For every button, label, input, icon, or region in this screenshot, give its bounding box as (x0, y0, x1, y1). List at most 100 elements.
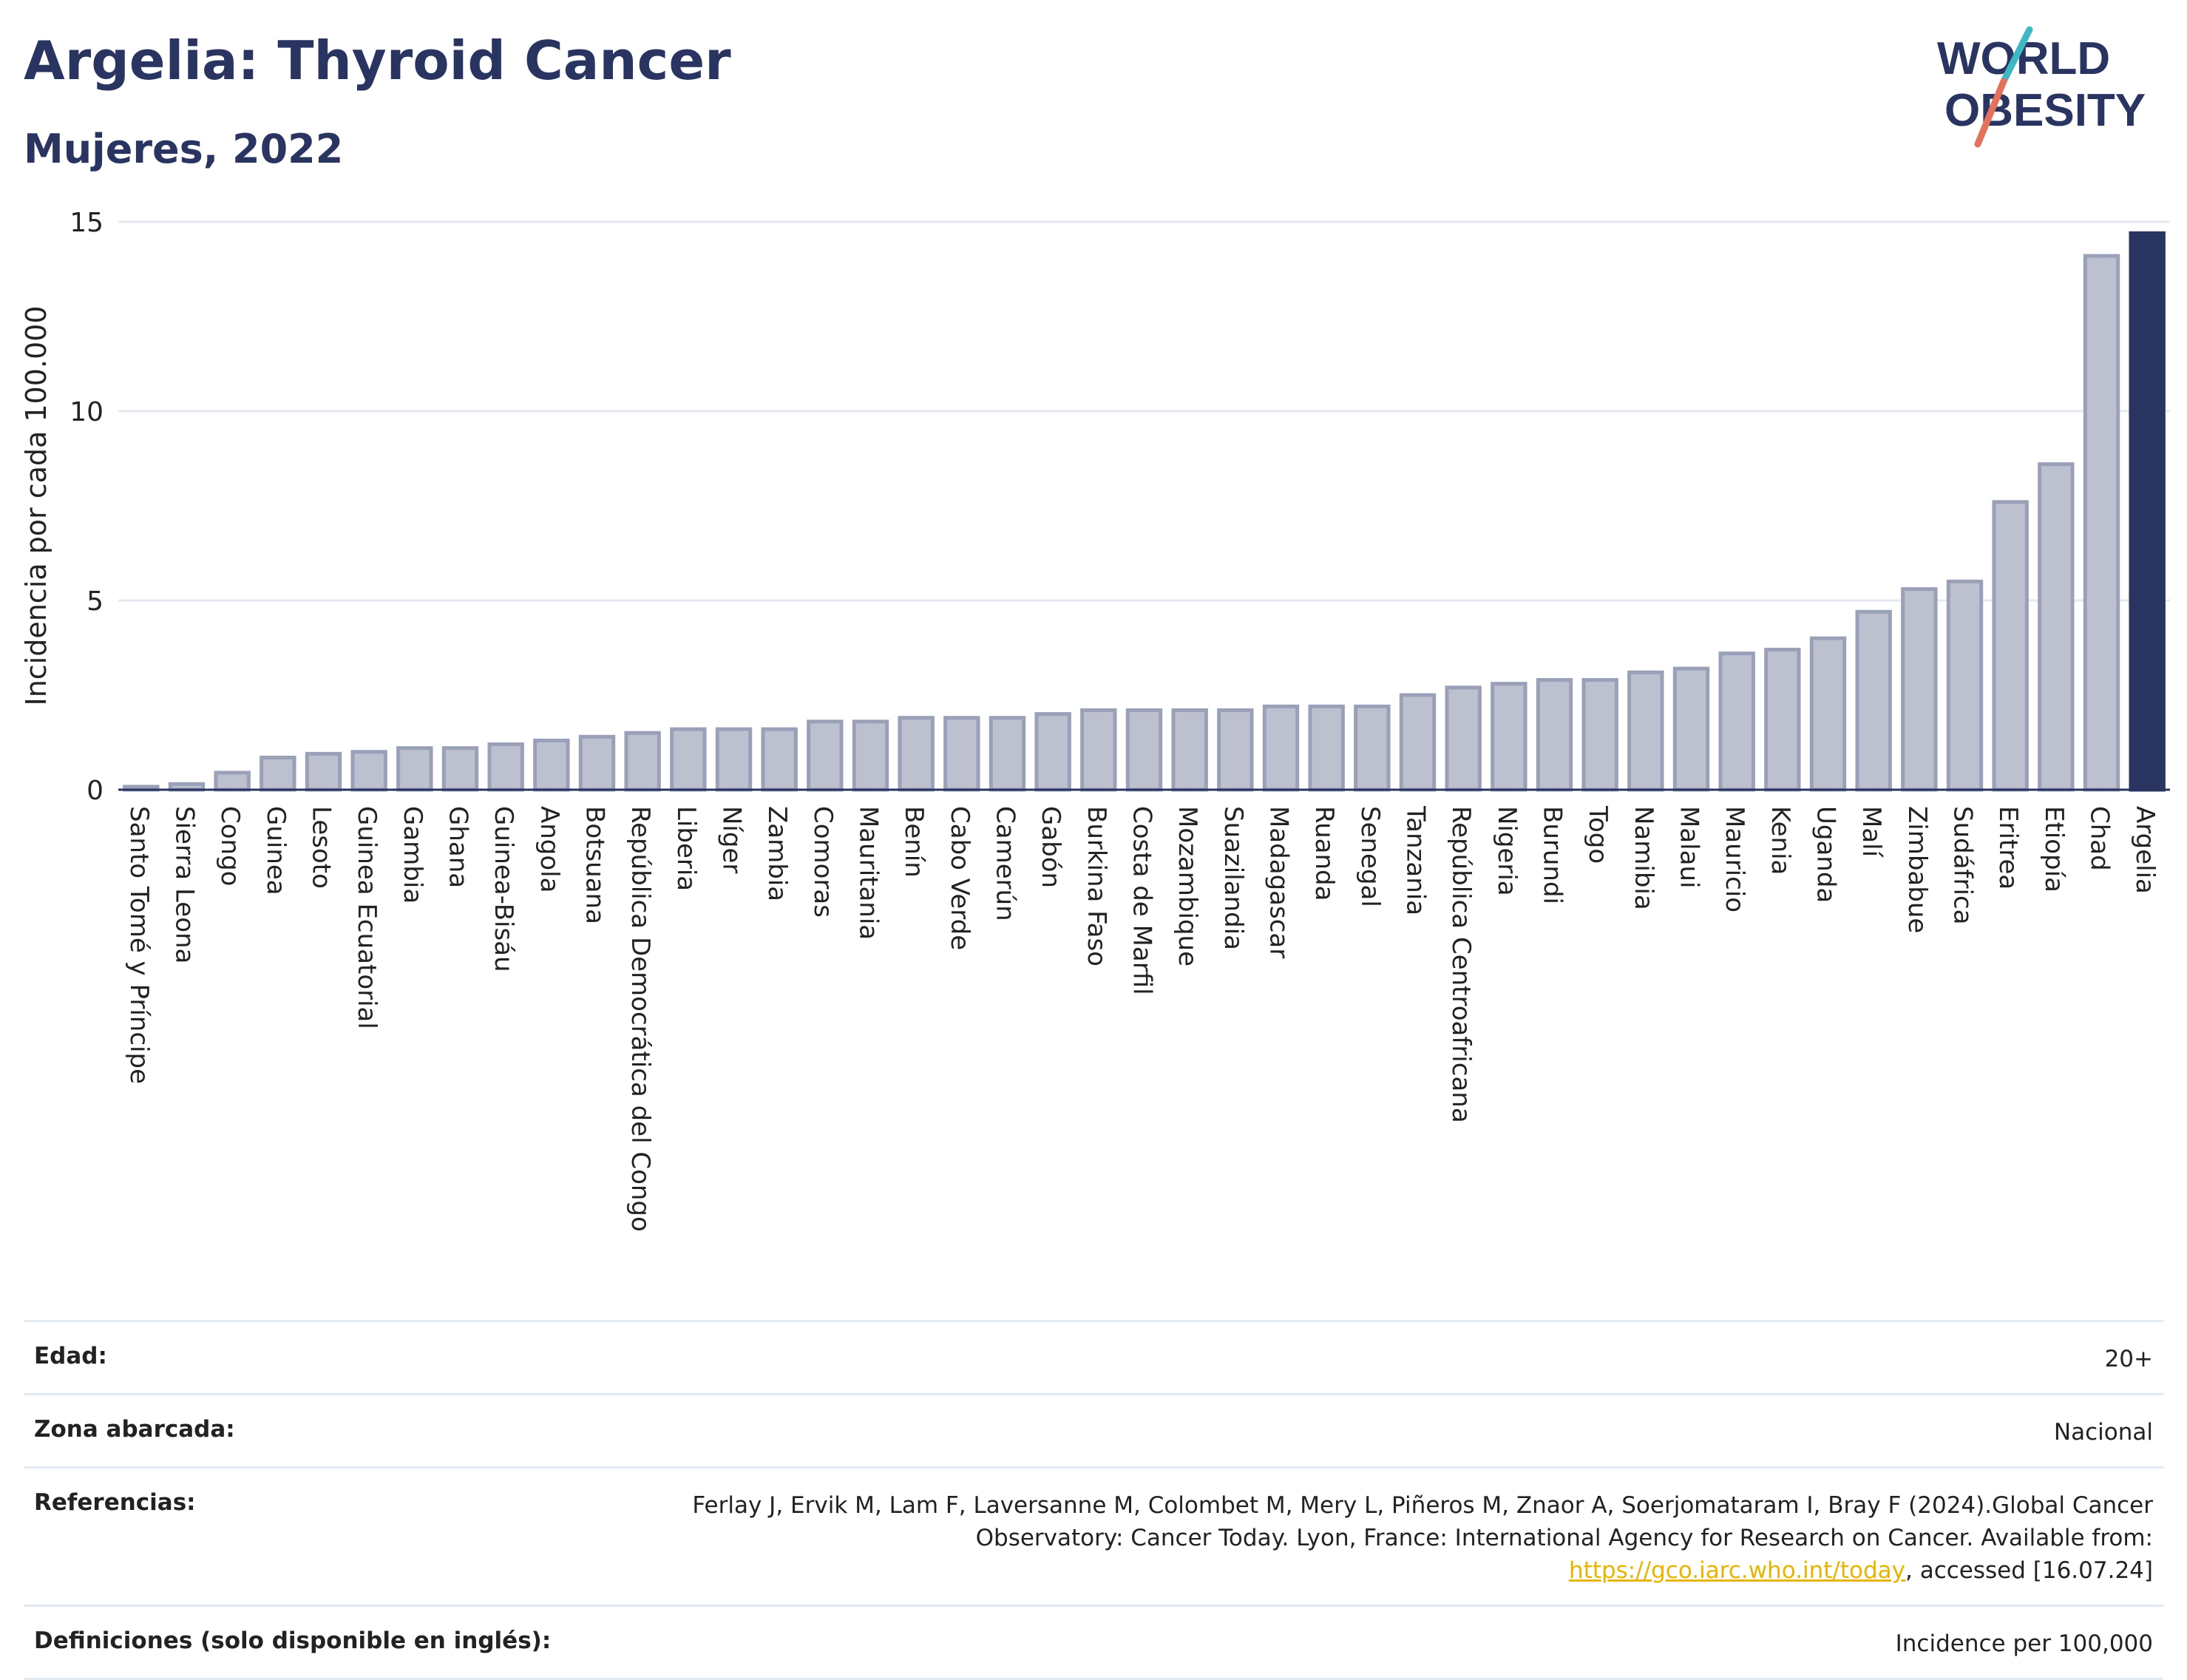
bar-angola (533, 738, 570, 792)
bar-guinea (260, 755, 296, 792)
x-tick-label: Liberia (671, 806, 701, 891)
area-value: Nacional (2053, 1419, 2153, 1446)
age-label: Edad: (34, 1343, 107, 1369)
x-tick-label: Argelia (2130, 806, 2160, 894)
bar-zambia (761, 727, 798, 792)
references-link[interactable]: https://gco.iarc.who.int/today (1569, 1557, 1905, 1584)
y-tick-label: 5 (87, 586, 104, 617)
x-tick-label: Madagascar (1264, 806, 1294, 958)
bar-ruanda (1308, 704, 1345, 792)
x-tick-label: Malí (1857, 806, 1886, 858)
x-tick-label: Zimbabue (1902, 806, 1932, 933)
x-tick-label: Togo (1583, 805, 1613, 864)
bar-etiopía (2038, 462, 2075, 792)
bars (123, 231, 2166, 792)
x-tick-label: Mozambique (1173, 806, 1202, 966)
bar-uganda (1809, 636, 1847, 792)
x-tick-label: Uganda (1811, 806, 1841, 903)
x-tick-label: Burundi (1538, 806, 1567, 904)
x-tick-label: Angola (535, 806, 564, 892)
x-tick-label: Tanzania (1401, 805, 1431, 915)
bar-chad (2083, 254, 2120, 792)
x-tick-label: Mauricio (1720, 806, 1749, 912)
area-label: Zona abarcada: (34, 1416, 235, 1443)
logo-word-2: OBESITY (1944, 85, 2146, 136)
bar-comoras (807, 719, 844, 792)
bar-costa-de-marfil (1125, 708, 1163, 792)
bar-congo (214, 770, 251, 792)
logo-slash-teal (2000, 26, 2033, 85)
x-tick-label: Eritrea (1993, 806, 2023, 890)
x-tick-label: Ghana (444, 806, 473, 888)
x-tick-label: Mauritania (854, 806, 884, 940)
bar-ghana (441, 746, 479, 792)
bar-mauricio (1718, 651, 1755, 792)
bar-benín (898, 716, 935, 792)
bar-guinea-ecuatorial (350, 750, 387, 792)
bar-república-centroafricana (1445, 685, 1482, 792)
x-tick-label: Benín (899, 806, 929, 878)
bar-zimbabue (1901, 587, 1938, 792)
meta-row-area: Zona abarcada: Nacional (24, 1393, 2163, 1466)
y-tick-label: 0 (87, 776, 104, 806)
x-tick-label: Suazilandia (1218, 806, 1248, 950)
meta-row-age: Edad: 20+ (24, 1320, 2163, 1393)
bar-república-democrática-del-congo (624, 731, 661, 792)
bar-togo (1581, 678, 1618, 792)
bar-chart: 0 5 10 15 Incidencia por cada 100.000 Santo… (20, 208, 2170, 1232)
bar-madagascar (1262, 704, 1300, 792)
meta-row-references: Referencias: Ferlay J, Ervik M, Lam F, L… (24, 1466, 2163, 1605)
definitions-value: Incidence per 100,000 (1895, 1630, 2153, 1657)
x-tick-label: Cabo Verde (945, 806, 974, 950)
bar-gabón (1034, 712, 1071, 792)
x-tick-label: Kenia (1766, 806, 1795, 875)
x-tick-label: Camerún (991, 806, 1020, 921)
x-tick-label: Comoras (808, 806, 838, 918)
bar-kenia (1764, 648, 1801, 792)
y-axis-ticks: 0 5 10 15 (69, 208, 104, 806)
bar-botsuana (578, 734, 616, 792)
bar-namibia (1627, 670, 1664, 792)
bar-senegal (1354, 704, 1391, 792)
bar-suazilandia (1217, 708, 1254, 792)
x-tick-label: Costa de Marfil (1128, 806, 1157, 995)
x-tick-label: Zambia (762, 806, 792, 901)
x-tick-label: Gambia (398, 806, 427, 904)
age-value: 20+ (2104, 1346, 2153, 1372)
x-tick-label: Gabón (1036, 806, 1065, 888)
bar-guinea-bisáu (487, 742, 524, 792)
bar-burkina-faso (1080, 708, 1117, 792)
bar-malí (1855, 609, 1892, 792)
bar-gambia (396, 746, 433, 792)
y-tick-label: 15 (69, 208, 104, 238)
bar-cabo-verde (943, 716, 980, 792)
x-tick-label: Nigeria (1492, 806, 1522, 896)
logo-slash-coral (1974, 78, 2007, 148)
y-tick-label: 10 (69, 397, 104, 427)
x-tick-label: Namibia (1629, 806, 1658, 910)
bar-níger (715, 727, 753, 792)
references-label: Referencias: (34, 1489, 196, 1516)
bar-eritrea (1992, 500, 2029, 792)
x-tick-label: Etiopía (2039, 806, 2069, 892)
bar-camerún (989, 716, 1026, 792)
bar-argelia (2129, 231, 2166, 792)
x-tick-label: Malaui (1675, 806, 1704, 888)
world-obesity-logo: WORLD OBESITY (1937, 26, 2146, 148)
bar-burundi (1536, 678, 1573, 792)
bar-sudáfrica (1946, 579, 1984, 792)
x-tick-label: Ruanda (1309, 806, 1339, 901)
x-tick-label: Botsuana (580, 806, 610, 924)
x-tick-label: Níger (717, 806, 747, 873)
x-tick-label: Sudáfrica (1948, 806, 1978, 924)
bar-malaui (1672, 666, 1710, 792)
references-tail: , accessed [16.07.24] (1905, 1557, 2153, 1584)
x-tick-label: Congo (215, 806, 245, 886)
y-axis-label: Incidencia por cada 100.000 (20, 305, 52, 705)
bar-mozambique (1171, 708, 1208, 792)
x-tick-label: República Democrática del Congo (625, 806, 655, 1232)
x-axis-labels: Santo Tomé y Príncipe Sierra Leona Congo Gu… (124, 805, 2160, 1232)
bar-mauritania (852, 719, 889, 792)
x-tick-label: Guinea-Bisáu (489, 806, 518, 972)
x-tick-label: Santo Tomé y Príncipe (124, 806, 154, 1084)
